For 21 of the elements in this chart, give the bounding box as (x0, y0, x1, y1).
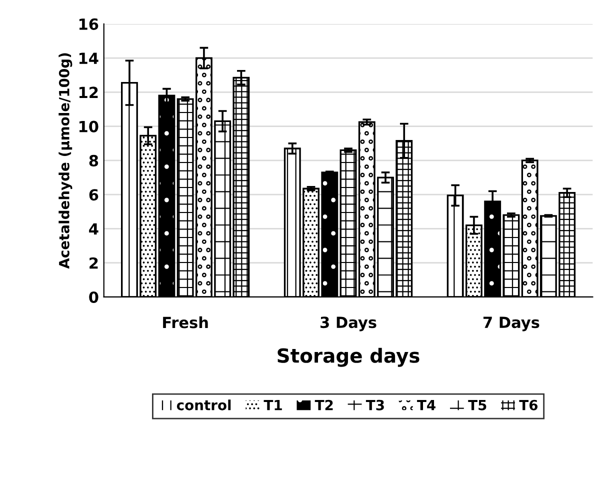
y-tick-label: 8 (89, 154, 98, 166)
y-tick-label: 2 (90, 257, 98, 269)
legend-label: control (176, 400, 231, 410)
y-tick-label: 14 (79, 52, 98, 64)
legend-label: T5 (468, 400, 486, 410)
x-tick-label: Fresh (163, 316, 208, 328)
legend-label: T1 (264, 400, 282, 410)
y-axis-title: Acetaldehyde (µmole/100g) (58, 53, 72, 269)
x-tick-label: 7 Days (483, 316, 540, 332)
y-tick-label: 4 (89, 223, 98, 235)
x-axis-title: Storage days (278, 348, 420, 367)
legend-label: T6 (519, 400, 538, 410)
legend-label: T4 (417, 400, 436, 410)
legend-label: T3 (366, 400, 384, 410)
y-tick-label: 0 (89, 291, 98, 303)
y-tick-label: 6 (89, 189, 98, 201)
legend-label: T2 (314, 400, 333, 410)
y-tick-label: 12 (79, 86, 98, 98)
y-tick-label: 10 (79, 120, 98, 132)
x-tick-label: 3 Days (320, 316, 376, 332)
y-tick-label: 16 (79, 18, 98, 30)
